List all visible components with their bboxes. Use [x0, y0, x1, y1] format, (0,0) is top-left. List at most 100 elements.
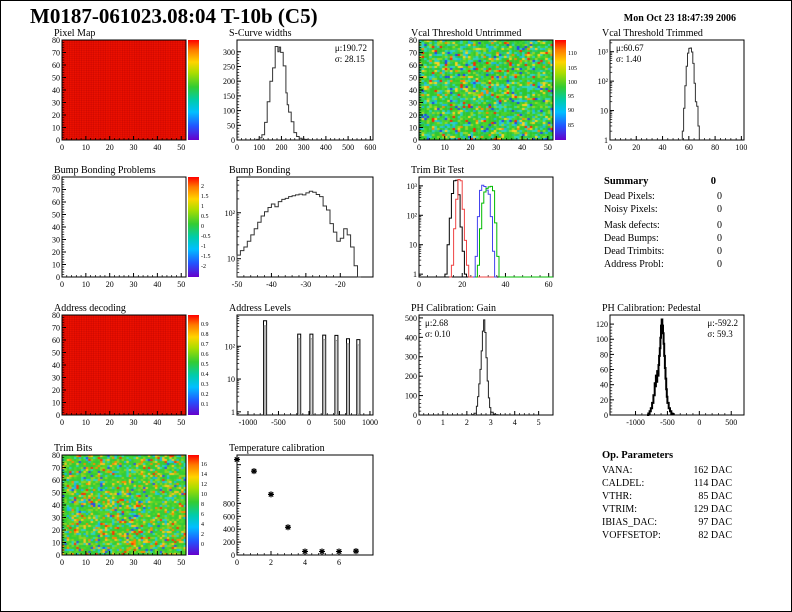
svg-text:80: 80: [600, 350, 608, 359]
svg-text:0: 0: [235, 558, 239, 567]
plot-canvas: -1000 -500 0 500 0 20 40 60 80 100 120: [596, 314, 745, 427]
colorbar-label: 2: [201, 532, 204, 538]
summary-row: Dead Bumps: 0: [604, 232, 722, 245]
svg-text:60: 60: [52, 198, 60, 207]
svg-text:50: 50: [544, 143, 552, 152]
svg-text:0: 0: [56, 551, 60, 560]
colorbar-label: 85: [568, 122, 574, 129]
colorbar-label: 0.7: [201, 342, 209, 348]
colorbar-label: -1.5: [201, 254, 211, 260]
svg-text:30: 30: [52, 514, 60, 523]
svg-text:30: 30: [130, 280, 138, 289]
plot-canvas: 0 10 20 30 40 50 0 10 20 30 40 50 60 70 80: [52, 173, 187, 289]
plot-canvas: 0 2 4 6 0 200 400 600 800: [223, 454, 374, 567]
summary-row-value: 0: [717, 191, 722, 202]
plot-title: Address decoding: [54, 303, 126, 314]
colorbar-label: 6: [201, 512, 204, 518]
summary-row-label: Dead Pixels:: [604, 191, 655, 202]
plot-title: Address Levels: [229, 303, 291, 314]
svg-text:40: 40: [518, 143, 526, 152]
svg-text:70: 70: [52, 464, 60, 473]
svg-text:80: 80: [711, 143, 719, 152]
colorbar-label: 0.1: [201, 402, 209, 408]
plot-title: Trim Bit Test: [411, 165, 465, 176]
svg-text:50: 50: [177, 418, 185, 427]
svg-text:10: 10: [52, 261, 60, 270]
svg-text:30: 30: [130, 418, 138, 427]
svg-text:0: 0: [231, 551, 235, 560]
svg-text:20: 20: [467, 143, 475, 152]
svg-text:50: 50: [52, 74, 60, 83]
plot-title: PH Calibration: Gain: [411, 303, 496, 314]
svg-text:10: 10: [409, 241, 417, 250]
plot-canvas: 0 20 40 60 80 100 1 10 10² 10³: [598, 39, 747, 152]
svg-text:10: 10: [600, 107, 608, 116]
plot-canvas: 0 10 20 30 40 50 0 10 20 30 40 50 60 70 80: [52, 311, 187, 427]
svg-text:70: 70: [52, 324, 60, 333]
svg-text:0: 0: [417, 143, 421, 152]
page-title: M0187-061023.08:04 T-10b (C5): [30, 4, 318, 28]
op-parameter-row: VTHR: 85 DAC: [602, 490, 732, 503]
plot-vcal-threshold-untrimmed: Vcal Threshold Untrimmed 0 10 20 30 40 50 0 10 20…: [393, 28, 583, 153]
svg-text:400: 400: [320, 143, 332, 152]
svg-text:10²: 10²: [598, 77, 609, 86]
svg-text:1: 1: [231, 408, 235, 417]
plot-canvas: -1000 -500 0 500 1000 1 10 10²: [225, 314, 378, 427]
colorbar-label: -1: [201, 244, 206, 250]
svg-text:60: 60: [545, 280, 553, 289]
timestamp: Mon Oct 23 18:47:39 2006: [623, 13, 736, 24]
svg-text:10: 10: [227, 255, 235, 264]
colorbar-label: 14: [201, 472, 207, 478]
svg-text:0: 0: [604, 411, 608, 420]
colorbar-label: -0.5: [201, 234, 211, 240]
svg-text:50: 50: [52, 489, 60, 498]
svg-text:150: 150: [223, 92, 235, 101]
svg-text:50: 50: [52, 349, 60, 358]
summary-row-value: 0: [717, 259, 722, 270]
plot-scurve-widths: S-Curve widths 0 100 200 300 400 500 600 0 50 100 1…: [211, 28, 381, 153]
svg-text:10²: 10²: [407, 211, 418, 220]
colorbar: [188, 177, 199, 277]
colorbar: [188, 40, 199, 140]
svg-text:20: 20: [409, 111, 417, 120]
svg-text:60: 60: [52, 476, 60, 485]
svg-text:30: 30: [130, 558, 138, 567]
plot-vcal-threshold-trimmed: Vcal Threshold Trimmed 0 20 40 60 80 100 1 10 10²…: [584, 28, 752, 153]
svg-text:-20: -20: [335, 280, 346, 289]
svg-text:100: 100: [596, 335, 608, 344]
colorbar-label: 95: [568, 94, 574, 101]
svg-text:30: 30: [52, 236, 60, 245]
svg-text:-500: -500: [271, 418, 286, 427]
svg-text:40: 40: [52, 86, 60, 95]
summary-row-value: 0: [717, 233, 722, 244]
svg-text:0: 0: [608, 143, 612, 152]
svg-text:500: 500: [725, 418, 737, 427]
svg-text:70: 70: [52, 186, 60, 195]
svg-text:0: 0: [697, 418, 701, 427]
svg-text:40: 40: [52, 501, 60, 510]
svg-text:40: 40: [153, 418, 161, 427]
summary-row-label: Dead Bumps:: [604, 233, 659, 244]
plot-title: Vcal Threshold Trimmed: [602, 28, 703, 39]
svg-text:10: 10: [82, 558, 90, 567]
plot-title: Pixel Map: [54, 28, 96, 39]
svg-text:60: 60: [409, 61, 417, 70]
colorbar-label: 10: [201, 492, 207, 498]
plot-address-levels: Address Levels -1000 -500 0 500 1000 1 10 10²: [211, 303, 381, 428]
op-parameters-title: Op. Parameters: [602, 450, 674, 461]
svg-text:0: 0: [60, 558, 64, 567]
svg-text:1: 1: [413, 270, 417, 279]
summary-total: 0: [710, 176, 716, 187]
plot-ph-calibration-pedestal: PH Calibration: Pedestal -1000 -500 0 500 0 20…: [584, 303, 752, 428]
plot-canvas: 0 100 200 300 400 500 600 0 50 100 150 200 250 300: [223, 39, 376, 152]
summary-row-label: Address Probl:: [604, 259, 664, 270]
stats-box: μ:-592.2 σ: 59.3: [707, 318, 738, 339]
svg-text:250: 250: [223, 62, 235, 71]
svg-text:100: 100: [405, 392, 417, 401]
svg-text:40: 40: [153, 280, 161, 289]
heatmap-image: [62, 40, 186, 140]
svg-text:60: 60: [52, 61, 60, 70]
svg-text:10: 10: [82, 418, 90, 427]
svg-text:0: 0: [413, 411, 417, 420]
svg-text:200: 200: [223, 538, 235, 547]
